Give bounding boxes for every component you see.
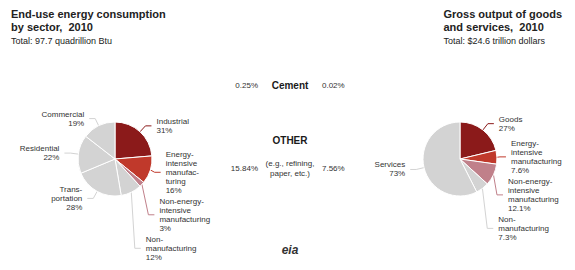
svg-text:Trans-: Trans- (59, 185, 82, 194)
svg-text:Goods: Goods (499, 115, 523, 124)
svg-text:19%: 19% (68, 119, 84, 128)
svg-text:Cement: Cement (272, 80, 309, 91)
svg-text:eia: eia (282, 243, 299, 257)
svg-text:manufacturing: manufacturing (159, 215, 210, 224)
svg-text:0.02%: 0.02% (322, 81, 345, 90)
svg-text:manufacturing: manufacturing (146, 244, 197, 253)
svg-text:7.6%: 7.6% (511, 166, 529, 175)
svg-text:27%: 27% (499, 124, 515, 133)
svg-text:Commercial: Commercial (42, 110, 85, 119)
svg-text:0.25%: 0.25% (235, 81, 258, 90)
svg-text:28%: 28% (66, 203, 82, 212)
svg-text:intensive: intensive (159, 206, 191, 215)
svg-text:intensive: intensive (508, 186, 540, 195)
svg-text:7.3%: 7.3% (498, 233, 516, 242)
svg-text:portation: portation (51, 194, 82, 203)
svg-text:Non-energy-: Non-energy- (159, 197, 204, 206)
svg-text:Non-: Non- (498, 215, 516, 224)
svg-text:Energy-: Energy- (166, 150, 194, 159)
svg-text:7.56%: 7.56% (322, 164, 345, 173)
svg-text:31%: 31% (156, 126, 172, 135)
svg-text:15.84%: 15.84% (231, 164, 258, 173)
svg-text:Residential: Residential (20, 144, 60, 153)
svg-text:12.1%: 12.1% (508, 204, 531, 213)
svg-text:12%: 12% (146, 253, 162, 262)
svg-text:by sector, 2010: by sector, 2010 (11, 21, 93, 33)
svg-text:and services, 2010: and services, 2010 (443, 21, 543, 33)
svg-text:16%: 16% (166, 186, 182, 195)
svg-text:paper, etc.): paper, etc.) (270, 169, 310, 178)
svg-text:intensive: intensive (511, 148, 543, 157)
svg-text:manufacturing: manufacturing (508, 195, 559, 204)
svg-text:Total: $24.6 trillion dollars: Total: $24.6 trillion dollars (443, 36, 545, 46)
svg-text:Services: Services (375, 160, 406, 169)
svg-text:22%: 22% (43, 153, 59, 162)
svg-text:OTHER: OTHER (273, 135, 309, 146)
svg-text:Non-: Non- (146, 235, 164, 244)
svg-text:manufacturing: manufacturing (498, 224, 549, 233)
svg-text:73%: 73% (389, 169, 405, 178)
svg-text:Non-energy-: Non-energy- (508, 177, 553, 186)
svg-text:End-use energy consumption: End-use energy consumption (11, 8, 166, 20)
svg-text:Industrial: Industrial (156, 117, 189, 126)
svg-text:intensive: intensive (166, 159, 198, 168)
svg-text:Total: 97.7 quadrillion Btu: Total: 97.7 quadrillion Btu (11, 36, 112, 46)
svg-text:turing: turing (166, 177, 186, 186)
svg-text:manufacturing: manufacturing (511, 157, 562, 166)
svg-text:(e.g., refining,: (e.g., refining, (266, 159, 315, 168)
svg-text:manufac-: manufac- (166, 168, 200, 177)
svg-text:Gross output of goods: Gross output of goods (443, 8, 562, 20)
svg-text:3%: 3% (159, 224, 171, 233)
svg-text:Energy-: Energy- (511, 139, 539, 148)
